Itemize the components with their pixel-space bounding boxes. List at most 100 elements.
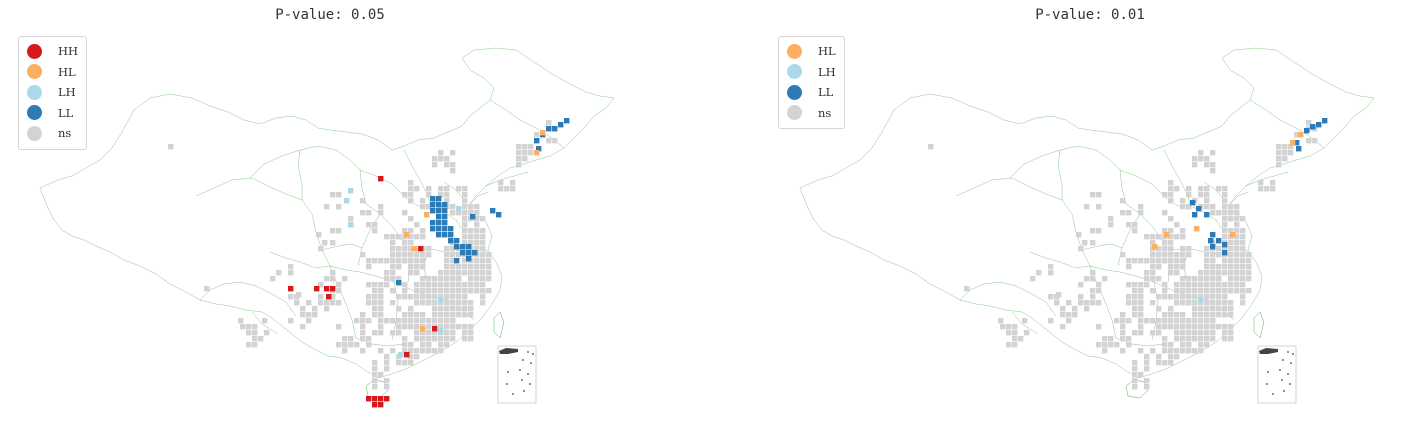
ns-cell xyxy=(1282,150,1288,156)
ns-cell xyxy=(324,276,330,282)
ns-cell xyxy=(1138,318,1144,324)
ns-cell xyxy=(444,198,450,204)
ns-cell xyxy=(1114,318,1120,324)
ns-cell xyxy=(252,330,258,336)
ns-cell xyxy=(474,222,480,228)
ll-cell xyxy=(430,208,436,214)
ns-cell xyxy=(456,186,462,192)
ns-cell xyxy=(1174,264,1180,270)
ll-cell xyxy=(448,232,454,238)
ns-cell xyxy=(1204,288,1210,294)
ns-cell xyxy=(1096,342,1102,348)
ns-cell xyxy=(366,342,372,348)
ns-cell xyxy=(1234,228,1240,234)
ns-cell xyxy=(1222,288,1228,294)
ns-cell xyxy=(1192,288,1198,294)
province-boundaries xyxy=(39,47,615,399)
ll-cell xyxy=(436,226,442,232)
ns-cell xyxy=(1168,180,1174,186)
ns-cell xyxy=(1288,150,1294,156)
ns-cell xyxy=(1072,312,1078,318)
ns-cell xyxy=(1168,246,1174,252)
ns-cell xyxy=(402,360,408,366)
ns-cell xyxy=(480,270,486,276)
ns-cell xyxy=(408,270,414,276)
ns-cell xyxy=(462,324,468,330)
ns-cell xyxy=(1162,312,1168,318)
ns-cell xyxy=(1006,324,1012,330)
ns-cell xyxy=(396,234,402,240)
ns-cell xyxy=(450,246,456,252)
ns-cell xyxy=(390,348,396,354)
ns-cell xyxy=(468,264,474,270)
ll-cell xyxy=(1222,250,1228,256)
ns-cell xyxy=(462,264,468,270)
ns-cell xyxy=(1060,324,1066,330)
ns-cell xyxy=(372,360,378,366)
ns-cell xyxy=(1174,270,1180,276)
ns-cell xyxy=(402,288,408,294)
ns-cell xyxy=(468,336,474,342)
ns-cell xyxy=(1180,234,1186,240)
ns-cell xyxy=(432,162,438,168)
ll-cell xyxy=(1190,200,1196,206)
ns-cell xyxy=(1204,342,1210,348)
ns-cell xyxy=(1204,270,1210,276)
ns-cell xyxy=(1180,300,1186,306)
ns-cell xyxy=(444,318,450,324)
ns-cell xyxy=(1228,270,1234,276)
ns-cell xyxy=(390,270,396,276)
ns-cell xyxy=(462,288,468,294)
ns-cell xyxy=(1072,306,1078,312)
ns-cell xyxy=(318,282,324,288)
ns-cell xyxy=(438,348,444,354)
ns-cell xyxy=(432,312,438,318)
ns-cell xyxy=(420,198,426,204)
legend-item-hl: HL xyxy=(787,41,836,62)
ns-cell xyxy=(318,246,324,252)
ns-cell xyxy=(1216,282,1222,288)
ns-cell xyxy=(1132,222,1138,228)
ns-cell xyxy=(1306,138,1312,144)
ns-cell xyxy=(1126,282,1132,288)
ns-cell xyxy=(1180,246,1186,252)
ns-cell xyxy=(366,264,372,270)
ns-cell xyxy=(330,270,336,276)
ns-cell xyxy=(468,270,474,276)
legend-item-lh: LH xyxy=(27,82,78,103)
ns-cell xyxy=(1150,276,1156,282)
ns-cell xyxy=(456,312,462,318)
ll-cell xyxy=(442,214,448,220)
ns-cell xyxy=(468,330,474,336)
ns-cell xyxy=(1270,186,1276,192)
ns-cell xyxy=(354,318,360,324)
ns-cell xyxy=(1204,300,1210,306)
ns-cell xyxy=(450,270,456,276)
ll-cell xyxy=(1294,140,1300,146)
ns-cell xyxy=(414,324,420,330)
ns-cell xyxy=(408,252,414,258)
ns-cell xyxy=(1228,288,1234,294)
ns-cell xyxy=(1210,300,1216,306)
map-panel-p001: P-value: 0.01 HL LH LL ns xyxy=(760,0,1415,432)
ns-cell xyxy=(420,252,426,258)
ns-cell xyxy=(372,312,378,318)
ns-cell xyxy=(384,360,390,366)
ns-cell xyxy=(1048,270,1054,276)
ns-cell xyxy=(378,372,384,378)
ns-cell xyxy=(1138,324,1144,330)
ns-cell xyxy=(456,282,462,288)
ns-cell xyxy=(1216,276,1222,282)
ns-cell xyxy=(360,198,366,204)
ns-cell xyxy=(1150,348,1156,354)
ns-cell xyxy=(336,204,342,210)
ns-cell xyxy=(1174,354,1180,360)
ns-cell xyxy=(456,276,462,282)
ll-cell xyxy=(1316,122,1322,128)
ns-cell xyxy=(1096,192,1102,198)
ns-cell xyxy=(1036,270,1042,276)
ns-cell xyxy=(456,252,462,258)
ns-cell xyxy=(522,144,528,150)
province-boundaries xyxy=(799,47,1375,399)
ns-cell xyxy=(1192,300,1198,306)
